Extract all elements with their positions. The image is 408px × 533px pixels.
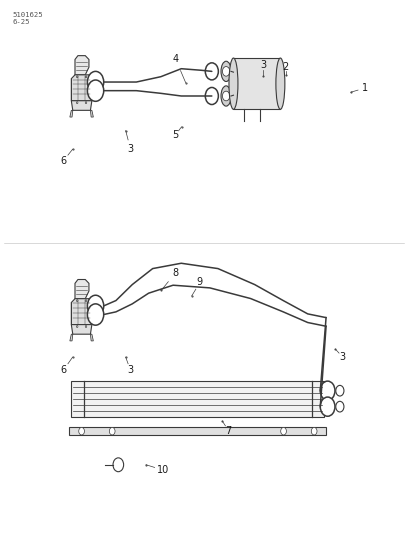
Circle shape [336,401,344,412]
Circle shape [87,71,104,93]
Circle shape [281,427,286,435]
Ellipse shape [221,86,231,106]
Circle shape [320,397,335,416]
Text: 10: 10 [157,465,169,475]
Text: 3: 3 [339,352,346,362]
Ellipse shape [276,58,285,109]
Text: 2: 2 [282,62,289,71]
Circle shape [76,300,78,302]
Text: 3: 3 [127,144,134,154]
Polygon shape [75,55,89,75]
Text: 7: 7 [225,426,232,435]
Text: 1: 1 [362,83,368,93]
Circle shape [205,87,218,104]
Polygon shape [75,279,89,298]
Text: 6-25: 6-25 [12,19,30,25]
Polygon shape [70,334,73,341]
Polygon shape [71,75,92,101]
Circle shape [85,76,87,78]
Circle shape [311,427,317,435]
Text: 8: 8 [172,268,179,278]
Polygon shape [91,334,93,341]
Circle shape [336,385,344,396]
Circle shape [87,80,104,101]
Text: 3: 3 [127,366,134,375]
Bar [92,313,95,316]
Polygon shape [71,325,92,334]
Ellipse shape [221,61,231,82]
Text: 6: 6 [60,156,67,166]
Circle shape [222,67,230,76]
Text: 5101625: 5101625 [12,12,43,18]
Circle shape [87,295,104,317]
Circle shape [109,427,115,435]
Circle shape [85,102,87,103]
Circle shape [85,300,87,302]
Text: 9: 9 [197,278,203,287]
Ellipse shape [229,58,238,109]
Circle shape [222,91,230,101]
Text: 3: 3 [260,60,266,70]
Polygon shape [71,101,92,110]
Circle shape [87,304,104,325]
Bar [92,89,95,92]
Text: 6: 6 [60,366,67,375]
Circle shape [85,326,87,327]
Circle shape [79,427,84,435]
Bar [92,304,95,308]
Bar [71,381,324,417]
Circle shape [113,458,124,472]
Bar [92,80,95,84]
Circle shape [76,102,78,103]
Text: 5: 5 [172,130,179,140]
Polygon shape [91,110,93,117]
Bar [69,427,326,435]
Polygon shape [71,298,92,325]
Bar [233,58,280,109]
Polygon shape [70,110,73,117]
Circle shape [76,76,78,78]
Circle shape [320,381,335,400]
Circle shape [76,326,78,327]
Circle shape [205,63,218,80]
Text: 4: 4 [172,54,179,63]
